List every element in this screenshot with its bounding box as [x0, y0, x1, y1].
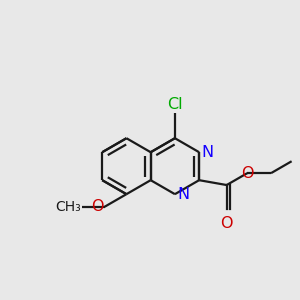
Text: Cl: Cl [167, 97, 183, 112]
Text: N: N [177, 187, 189, 202]
Text: N: N [202, 145, 214, 160]
Text: CH₃: CH₃ [55, 200, 81, 214]
Text: O: O [241, 166, 253, 181]
Text: O: O [220, 216, 233, 231]
Text: O: O [91, 199, 103, 214]
